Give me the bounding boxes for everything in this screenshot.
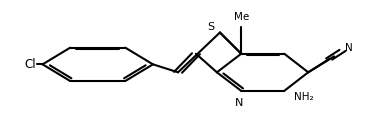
Text: N: N: [345, 43, 353, 53]
Text: N: N: [235, 98, 244, 108]
Text: NH₂: NH₂: [294, 92, 313, 102]
Text: Cl: Cl: [24, 58, 36, 71]
Text: S: S: [207, 22, 214, 31]
Text: Me: Me: [234, 12, 249, 22]
